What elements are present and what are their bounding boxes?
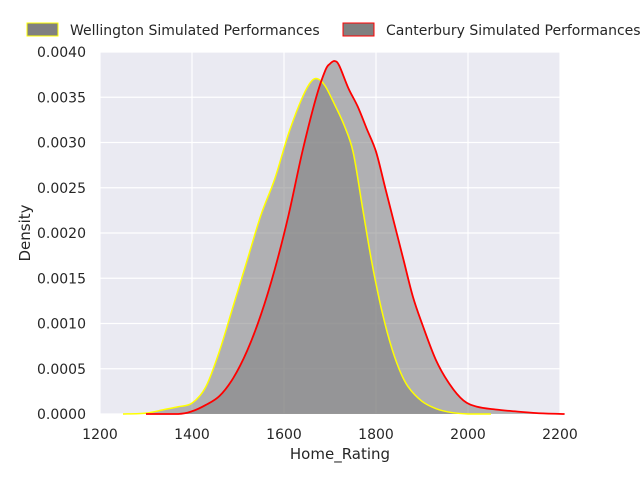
density-line-canterbury: [145, 60, 565, 415]
y-tick-label: 0.0035: [37, 90, 86, 106]
y-axis-label: Density: [16, 204, 34, 261]
x-tick-label: 1800: [358, 427, 394, 443]
x-tick-label: 1600: [266, 427, 302, 443]
legend: Wellington Simulated Performances Canterb…: [26, 22, 640, 39]
density-areas: [123, 61, 565, 415]
x-axis-ticks: 1200 1400 1600 1800 2000 2200: [82, 427, 578, 443]
y-tick-label: 0.0040: [37, 45, 86, 61]
legend-swatch: [342, 22, 375, 37]
y-tick-label: 0.0030: [37, 136, 86, 152]
y-tick-label: 0.0015: [37, 271, 86, 287]
x-tick-label: 1400: [174, 427, 210, 443]
x-axis-label: Home_Rating: [290, 445, 390, 464]
x-tick-label: 2200: [542, 427, 578, 443]
density-area-canterbury: [146, 61, 565, 415]
y-axis-ticks: 0.0000 0.0005 0.0010 0.0015 0.0020 0.0025 0.00…: [37, 45, 86, 423]
legend-label: Wellington Simulated Performances: [70, 23, 320, 39]
legend-swatch: [26, 22, 59, 37]
y-tick-label: 0.0010: [37, 317, 86, 333]
y-tick-label: 0.0000: [37, 407, 86, 423]
x-tick-label: 2000: [450, 427, 486, 443]
y-tick-label: 0.0005: [37, 362, 86, 378]
y-tick-label: 0.0020: [37, 226, 86, 242]
density-lines: [122, 60, 565, 415]
y-tick-label: 0.0025: [37, 181, 86, 197]
x-tick-label: 1200: [82, 427, 118, 443]
legend-label: Canterbury Simulated Performances: [386, 23, 640, 39]
